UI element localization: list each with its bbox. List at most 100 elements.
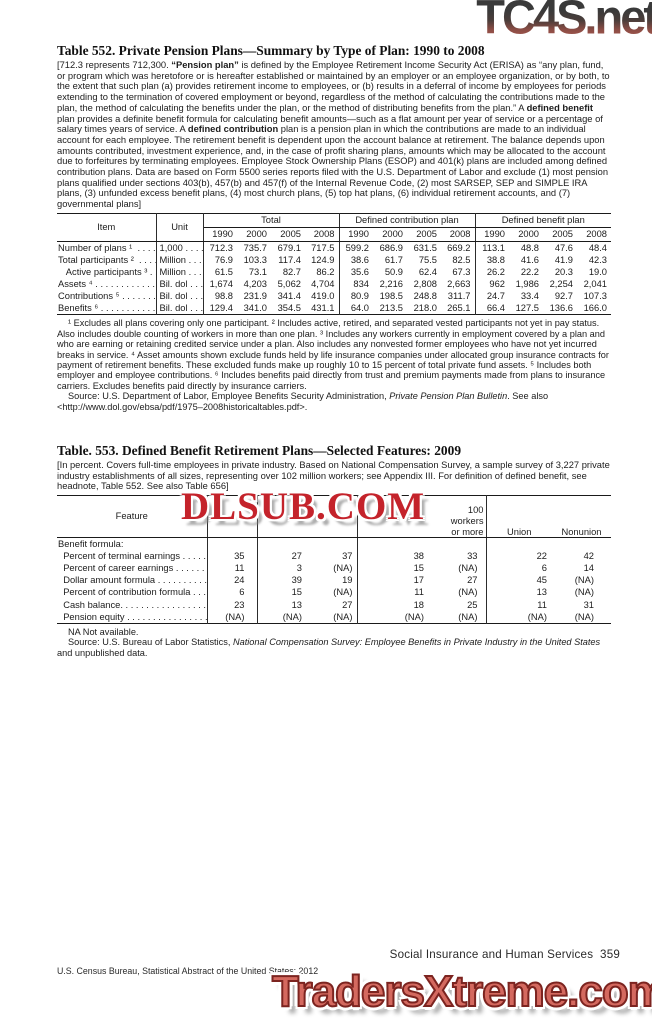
cell-value: 41.9	[554, 254, 573, 265]
cell-value: 48.8	[520, 242, 539, 253]
cell-value: (NA)	[425, 610, 487, 624]
cell-value: 19	[310, 574, 358, 587]
cell-value	[552, 538, 611, 551]
t553-header-row: Feature 100 workers or more Union Nonuni…	[57, 495, 611, 539]
cell-value: 80.9	[350, 291, 369, 302]
cell-value: (NA)	[310, 610, 358, 624]
cell-value: 341.0	[243, 303, 267, 314]
unit-label: Bil. dol . . .	[156, 290, 204, 303]
unit-label: 1,000 . . . .	[156, 241, 204, 254]
cell-value: 248.8	[413, 291, 437, 302]
t553-body: Benefit formula: Percent of terminal ear…	[57, 537, 611, 624]
cell-value: 712.3	[209, 242, 233, 253]
table-row: Pension equity . . . . . . . . . . . . .…	[57, 610, 611, 624]
table-row: Number of plans ¹ . . . . 1,000 . . . . 71…	[57, 241, 611, 254]
page-number: 359	[600, 948, 620, 961]
text-segment: defined benefit	[526, 102, 594, 113]
cell-value: (NA)	[527, 611, 547, 622]
cell-value: 64.0	[350, 303, 369, 314]
cell-value: 38.6	[350, 254, 369, 265]
table-row: Assets ⁴ . . . . . . . . . . . . . . Bil.…	[57, 278, 611, 291]
cell-value: (NA)	[574, 575, 594, 586]
text-segment: . See also <http://www.dol.gov/ebsa/pdf/…	[57, 391, 549, 412]
column-header-2	[257, 495, 310, 539]
cell-value: 117.4	[278, 254, 301, 265]
cell-value: (NA)	[574, 587, 594, 598]
table-row: Cash balance. . . . . . . . . . . . . . …	[57, 598, 611, 611]
cell-value: 42	[583, 551, 594, 562]
year-header: 1990	[203, 227, 237, 242]
row-label: Active participants ³ . .	[57, 266, 157, 279]
column-header-union: Union	[486, 495, 552, 539]
cell-value: 311.7	[441, 290, 476, 303]
column-header-unit: Unit	[156, 213, 204, 242]
row-label: Number of plans ¹ . . . .	[57, 241, 157, 254]
cell-value: 76.9	[214, 254, 233, 265]
cell-value: (NA)	[574, 611, 594, 622]
unit-label: Million . . .	[156, 253, 204, 267]
cell-value: 35.6	[350, 267, 369, 278]
unit-label: Million . . .	[156, 266, 204, 279]
cell-value: 42.3	[588, 254, 607, 265]
t552-years-row: 1990 2000 2005 2008 1990 2000 2005 2008 1990 2000…	[57, 227, 611, 242]
cell-value: 136.6	[549, 303, 573, 314]
cell-value: 82.7	[282, 267, 301, 278]
cell-value: (NA)	[282, 611, 302, 622]
cell-value: 354.5	[277, 303, 301, 314]
cell-value: 47.6	[554, 242, 573, 253]
cell-value: 107.3	[583, 291, 607, 302]
cell-value	[310, 537, 358, 551]
cell-value: 3	[296, 563, 302, 574]
cell-value: 2,254	[549, 279, 573, 290]
cell-value: 686.9	[379, 242, 403, 253]
cell-value: (NA)	[310, 562, 358, 575]
cell-value: 38	[413, 551, 424, 562]
section-label: Benefit formula:	[57, 537, 208, 551]
row-label: Dollar amount formula . . . . . . . . . …	[57, 574, 208, 587]
cell-value: (NA)	[404, 611, 424, 622]
table-row: Total participants ² . . . . Million . . …	[57, 253, 611, 267]
cell-value: 6	[207, 586, 258, 599]
cell-value: 38.8	[486, 254, 505, 265]
table-row: Contributions ⁵ . . . . . . . . . Bil. do…	[57, 290, 611, 303]
cell-value: 24	[207, 574, 258, 587]
cell-value: 2,216	[379, 279, 403, 290]
cell-value: 35	[207, 550, 258, 563]
cell-value: (NA)	[425, 562, 487, 575]
cell-value: 1,674	[209, 279, 233, 290]
year-header: 1990	[475, 227, 509, 242]
year-header: 2005	[407, 227, 441, 242]
column-header-1	[207, 495, 258, 539]
t552-body: Number of plans ¹ . . . . 1,000 . . . . 71…	[57, 241, 611, 315]
text-segment: Source: U.S. Bureau of Labor Statistics,	[68, 637, 233, 648]
year-header: 2005	[543, 227, 577, 242]
table-553-title: Table. 553. Defined Benefit Retirement P…	[57, 443, 462, 458]
text-segment: National Compensation Survey: Employee B…	[232, 637, 601, 648]
cell-value: 2,808	[413, 279, 437, 290]
cell-value: (NA)	[207, 610, 258, 624]
cell-value: 11	[207, 562, 258, 575]
section-row: Benefit formula:	[57, 537, 611, 551]
cell-value: 73.1	[248, 267, 267, 278]
cell-value: 5,062	[277, 279, 301, 290]
year-header: 1990	[339, 227, 373, 242]
cell-value: 11	[414, 587, 424, 598]
watermark-top: TC4S.net	[476, 0, 652, 40]
text-segment: Source: U.S. Department of Labor, Employ…	[68, 391, 390, 402]
cell-value: 1,986	[515, 279, 539, 290]
cell-value: 39	[291, 575, 302, 586]
cell-value: 129.4	[209, 303, 233, 314]
cell-value: 631.5	[413, 242, 437, 253]
running-head: Social Insurance and Human Services 359	[390, 948, 620, 961]
row-label: Pension equity . . . . . . . . . . . . .…	[57, 610, 208, 624]
cell-value	[425, 537, 487, 551]
unit-label: Bil. dol . . .	[156, 302, 204, 315]
cell-value: 25	[425, 598, 487, 611]
census-credit-line: U.S. Census Bureau, Statistical Abstract…	[57, 966, 319, 976]
cell-value: 669.2	[441, 241, 476, 254]
cell-value: 2,663	[441, 278, 476, 291]
cell-value: 62.4	[418, 267, 437, 278]
cell-value: 717.5	[305, 241, 340, 254]
year-header: 2000	[509, 227, 543, 242]
